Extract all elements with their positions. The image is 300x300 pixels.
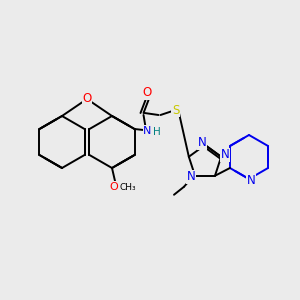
Text: O: O — [82, 92, 91, 104]
Text: N: N — [187, 170, 195, 183]
Text: S: S — [172, 103, 179, 116]
Text: O: O — [142, 86, 151, 100]
Text: H: H — [152, 127, 160, 137]
Text: N: N — [221, 148, 230, 161]
Text: O: O — [110, 182, 118, 192]
Text: N: N — [143, 126, 152, 136]
Text: CH₃: CH₃ — [120, 182, 136, 191]
Text: N: N — [198, 136, 206, 149]
Text: N: N — [247, 173, 255, 187]
